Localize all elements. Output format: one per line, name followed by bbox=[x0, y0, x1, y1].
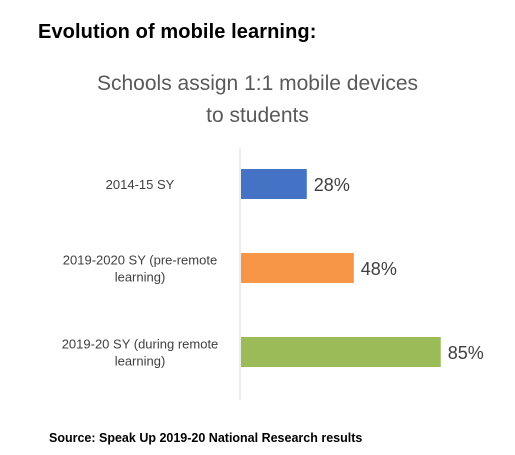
page-heading: Evolution of mobile learning: bbox=[38, 21, 317, 43]
bar-3 bbox=[241, 337, 441, 367]
bar-2 bbox=[241, 253, 354, 283]
category-label-3-line-1: 2019-20 SY (during remote bbox=[62, 337, 219, 352]
bar-chart: 28% 2014-15 SY 48% 2019-2020 SY (pre-remote… bbox=[62, 148, 484, 400]
data-label-2: 48% bbox=[361, 259, 397, 279]
chart-title-line-1: Schools assign 1:1 mobile devices bbox=[96, 72, 418, 95]
category-label-1-line-1: 2014-15 SY bbox=[106, 177, 175, 192]
chart-title-line-2: to students bbox=[206, 104, 309, 127]
data-label-1: 28% bbox=[314, 175, 350, 195]
bar-1 bbox=[241, 169, 307, 199]
category-label-3-line-2: learning) bbox=[115, 354, 166, 369]
source-note: Source: Speak Up 2019-20 National Resear… bbox=[49, 431, 363, 445]
category-label-2-line-2: learning) bbox=[115, 270, 166, 285]
category-label-2-line-1: 2019-2020 SY (pre-remote bbox=[63, 253, 217, 268]
data-label-3: 85% bbox=[448, 343, 484, 363]
